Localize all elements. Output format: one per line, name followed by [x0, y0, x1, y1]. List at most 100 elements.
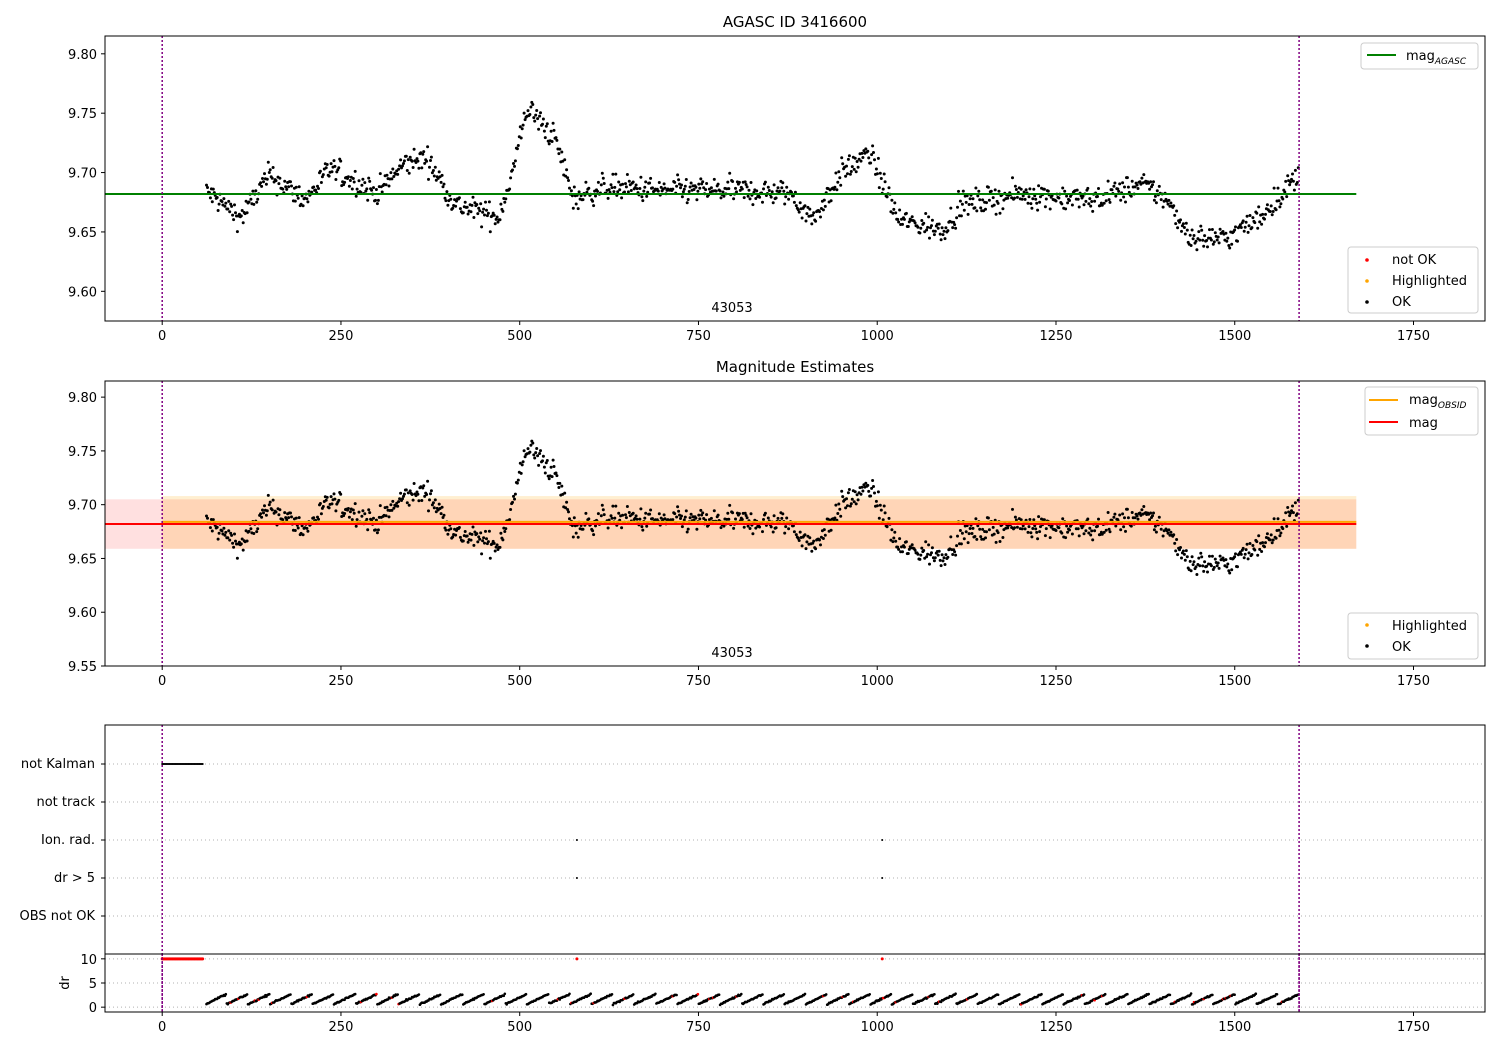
point-ok — [618, 188, 622, 192]
point-ok — [1269, 533, 1273, 537]
point-ok — [1118, 182, 1122, 186]
point-ok — [705, 513, 709, 517]
point-ok — [516, 144, 520, 147]
point-ok — [1096, 195, 1099, 198]
point-ok — [742, 196, 746, 200]
point-ok — [685, 201, 689, 205]
point-ok — [769, 525, 773, 529]
point-ok — [913, 548, 917, 552]
point-ok — [486, 211, 490, 215]
y-tick-label: 9.70 — [68, 167, 97, 182]
point-ok — [681, 190, 685, 194]
point-ok — [953, 223, 957, 227]
point-ok — [429, 155, 433, 159]
point-ok — [532, 453, 536, 457]
point-ok — [904, 540, 908, 544]
point-ok — [1201, 238, 1205, 242]
point-ok — [810, 549, 814, 553]
point-ok — [410, 159, 414, 163]
point-ok — [297, 185, 301, 189]
point-ok — [471, 525, 475, 529]
point-ok — [1226, 236, 1230, 240]
point-ok — [1157, 515, 1161, 519]
point-ok — [1011, 507, 1014, 511]
point-ok — [330, 502, 334, 506]
point-ok — [755, 189, 759, 193]
dr-point-ok — [824, 993, 828, 996]
point-ok — [838, 176, 842, 180]
point-ok — [1277, 528, 1281, 532]
point-ok — [1106, 179, 1110, 183]
point-ok — [762, 518, 765, 521]
point-ok — [493, 222, 497, 226]
point-ok — [973, 206, 977, 210]
point-ok — [840, 489, 844, 493]
point-ok — [1129, 524, 1133, 528]
dr-point-ok — [1082, 993, 1086, 996]
point-ok — [235, 556, 239, 560]
point-ok — [485, 208, 488, 212]
point-ok — [1110, 188, 1114, 192]
point-ok — [1292, 188, 1296, 192]
point-ok — [962, 537, 966, 541]
point-ok — [1268, 538, 1272, 542]
point-ok — [392, 175, 396, 178]
point-ok — [346, 507, 350, 510]
point-ok — [355, 518, 359, 522]
point-ok — [1213, 231, 1217, 235]
point-ok — [396, 504, 400, 508]
point-ok — [433, 498, 437, 502]
point-ok — [776, 516, 780, 520]
point-ok — [512, 162, 515, 165]
dr-point-ok — [438, 993, 442, 997]
point-ok — [528, 450, 532, 454]
point-ok — [932, 233, 936, 237]
point-ok — [1021, 194, 1025, 198]
point-ok — [881, 518, 885, 522]
point-ok — [714, 189, 718, 193]
dr-point-ok — [740, 992, 743, 996]
point-ok — [946, 229, 950, 233]
point-ok — [1230, 242, 1234, 246]
point-ok — [638, 517, 642, 521]
point-ok — [1216, 561, 1220, 565]
point-ok — [1097, 517, 1100, 521]
point-ok — [235, 230, 239, 234]
point-ok — [513, 159, 517, 163]
point-ok — [833, 185, 837, 189]
point-ok — [545, 459, 549, 462]
point-ok — [483, 213, 486, 217]
point-ok — [854, 170, 858, 174]
point-ok — [1276, 517, 1280, 521]
point-ok — [1167, 528, 1171, 532]
point-ok — [451, 206, 455, 210]
point-ok — [1189, 569, 1193, 573]
point-ok — [635, 187, 639, 191]
point-ok — [401, 164, 404, 168]
dr-x-tick-label: 750 — [686, 1020, 711, 1035]
point-ok — [783, 531, 787, 535]
point-ok — [368, 511, 372, 515]
point-ok — [329, 162, 333, 166]
point-ok — [1136, 187, 1140, 190]
point-ok — [361, 177, 365, 181]
point-ok — [1096, 524, 1099, 528]
point-ok — [951, 226, 955, 230]
point-ok — [287, 185, 291, 189]
panel1-axes: 0 250 500 750 1000 1250 1500 1750 9.60 9.65 9.70 9.… — [68, 48, 1430, 344]
point-ok — [429, 489, 433, 493]
point-ok — [1189, 244, 1193, 247]
point-ok — [572, 516, 576, 520]
point-ok — [814, 547, 818, 551]
point-ok — [662, 182, 666, 186]
point-ok — [746, 194, 750, 198]
point-ok — [1200, 228, 1204, 232]
point-ok — [694, 185, 698, 189]
point-ok — [411, 498, 415, 502]
point-ok — [927, 543, 931, 547]
flag-label-not-kalman: not Kalman — [21, 757, 95, 772]
point-ok — [704, 188, 708, 192]
point-ok — [482, 536, 486, 540]
point-ok — [563, 158, 567, 162]
dr-point-ok — [782, 993, 786, 996]
